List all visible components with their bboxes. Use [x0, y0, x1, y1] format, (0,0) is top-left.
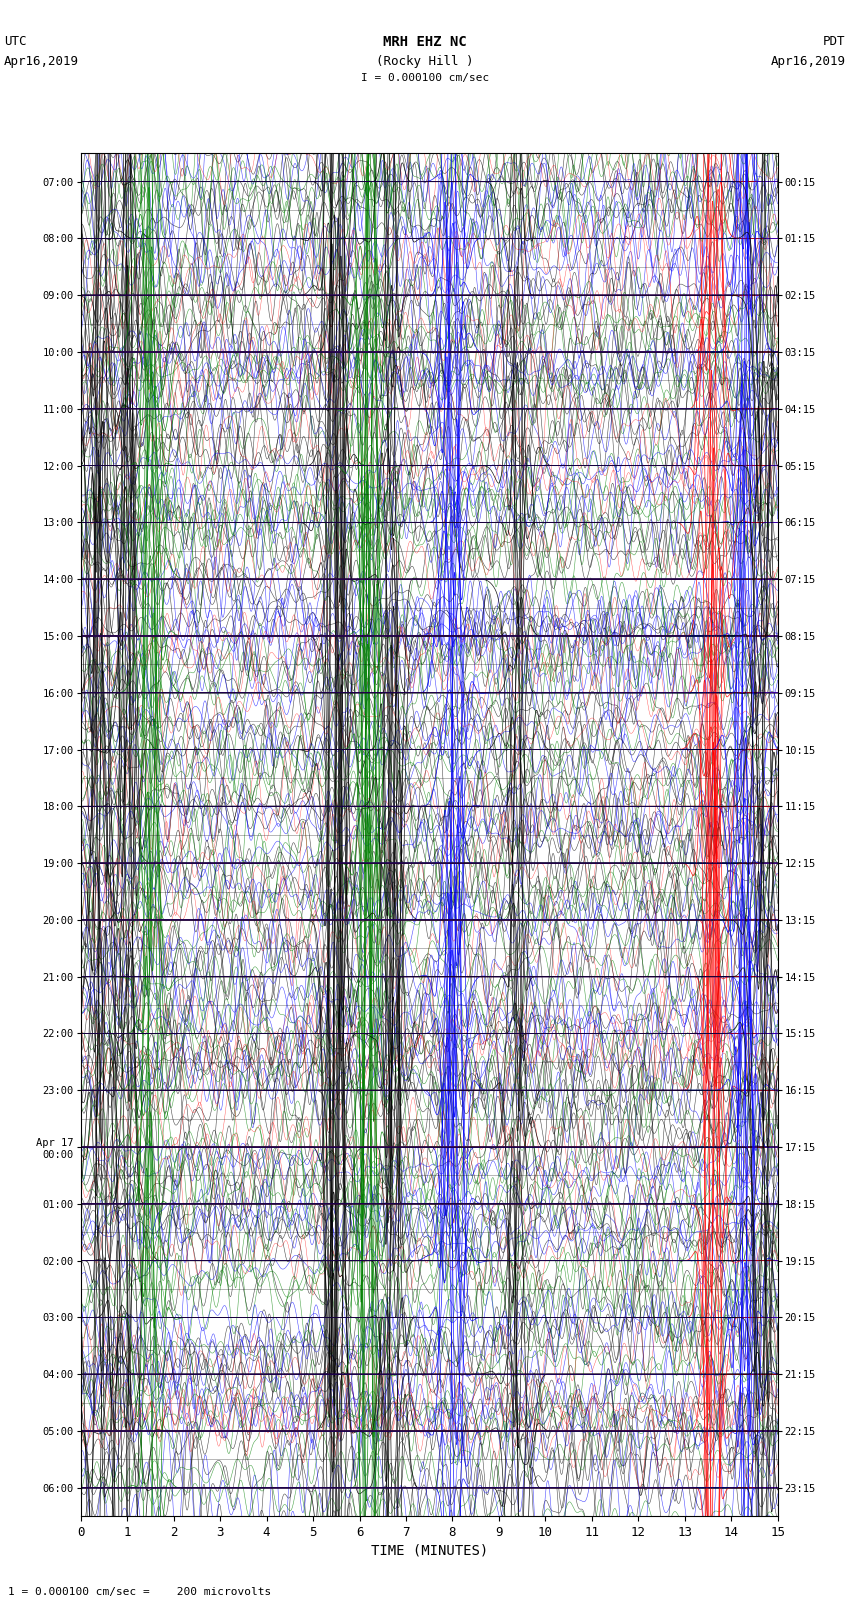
Text: Apr16,2019: Apr16,2019	[4, 55, 79, 68]
Text: MRH EHZ NC: MRH EHZ NC	[383, 35, 467, 50]
Text: UTC: UTC	[4, 35, 26, 48]
Text: PDT: PDT	[824, 35, 846, 48]
Text: 1 = 0.000100 cm/sec =    200 microvolts: 1 = 0.000100 cm/sec = 200 microvolts	[8, 1587, 272, 1597]
Text: Apr16,2019: Apr16,2019	[771, 55, 846, 68]
X-axis label: TIME (MINUTES): TIME (MINUTES)	[371, 1544, 488, 1557]
Text: (Rocky Hill ): (Rocky Hill )	[377, 55, 473, 68]
Text: I = 0.000100 cm/sec: I = 0.000100 cm/sec	[361, 73, 489, 82]
